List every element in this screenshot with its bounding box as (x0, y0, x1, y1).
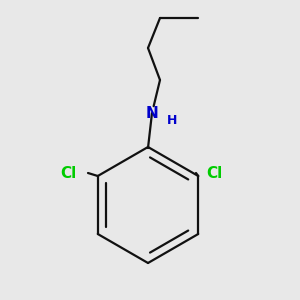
Text: Cl: Cl (206, 166, 222, 181)
Text: Cl: Cl (60, 166, 76, 181)
Text: H: H (167, 113, 177, 127)
Text: N: N (146, 106, 158, 121)
